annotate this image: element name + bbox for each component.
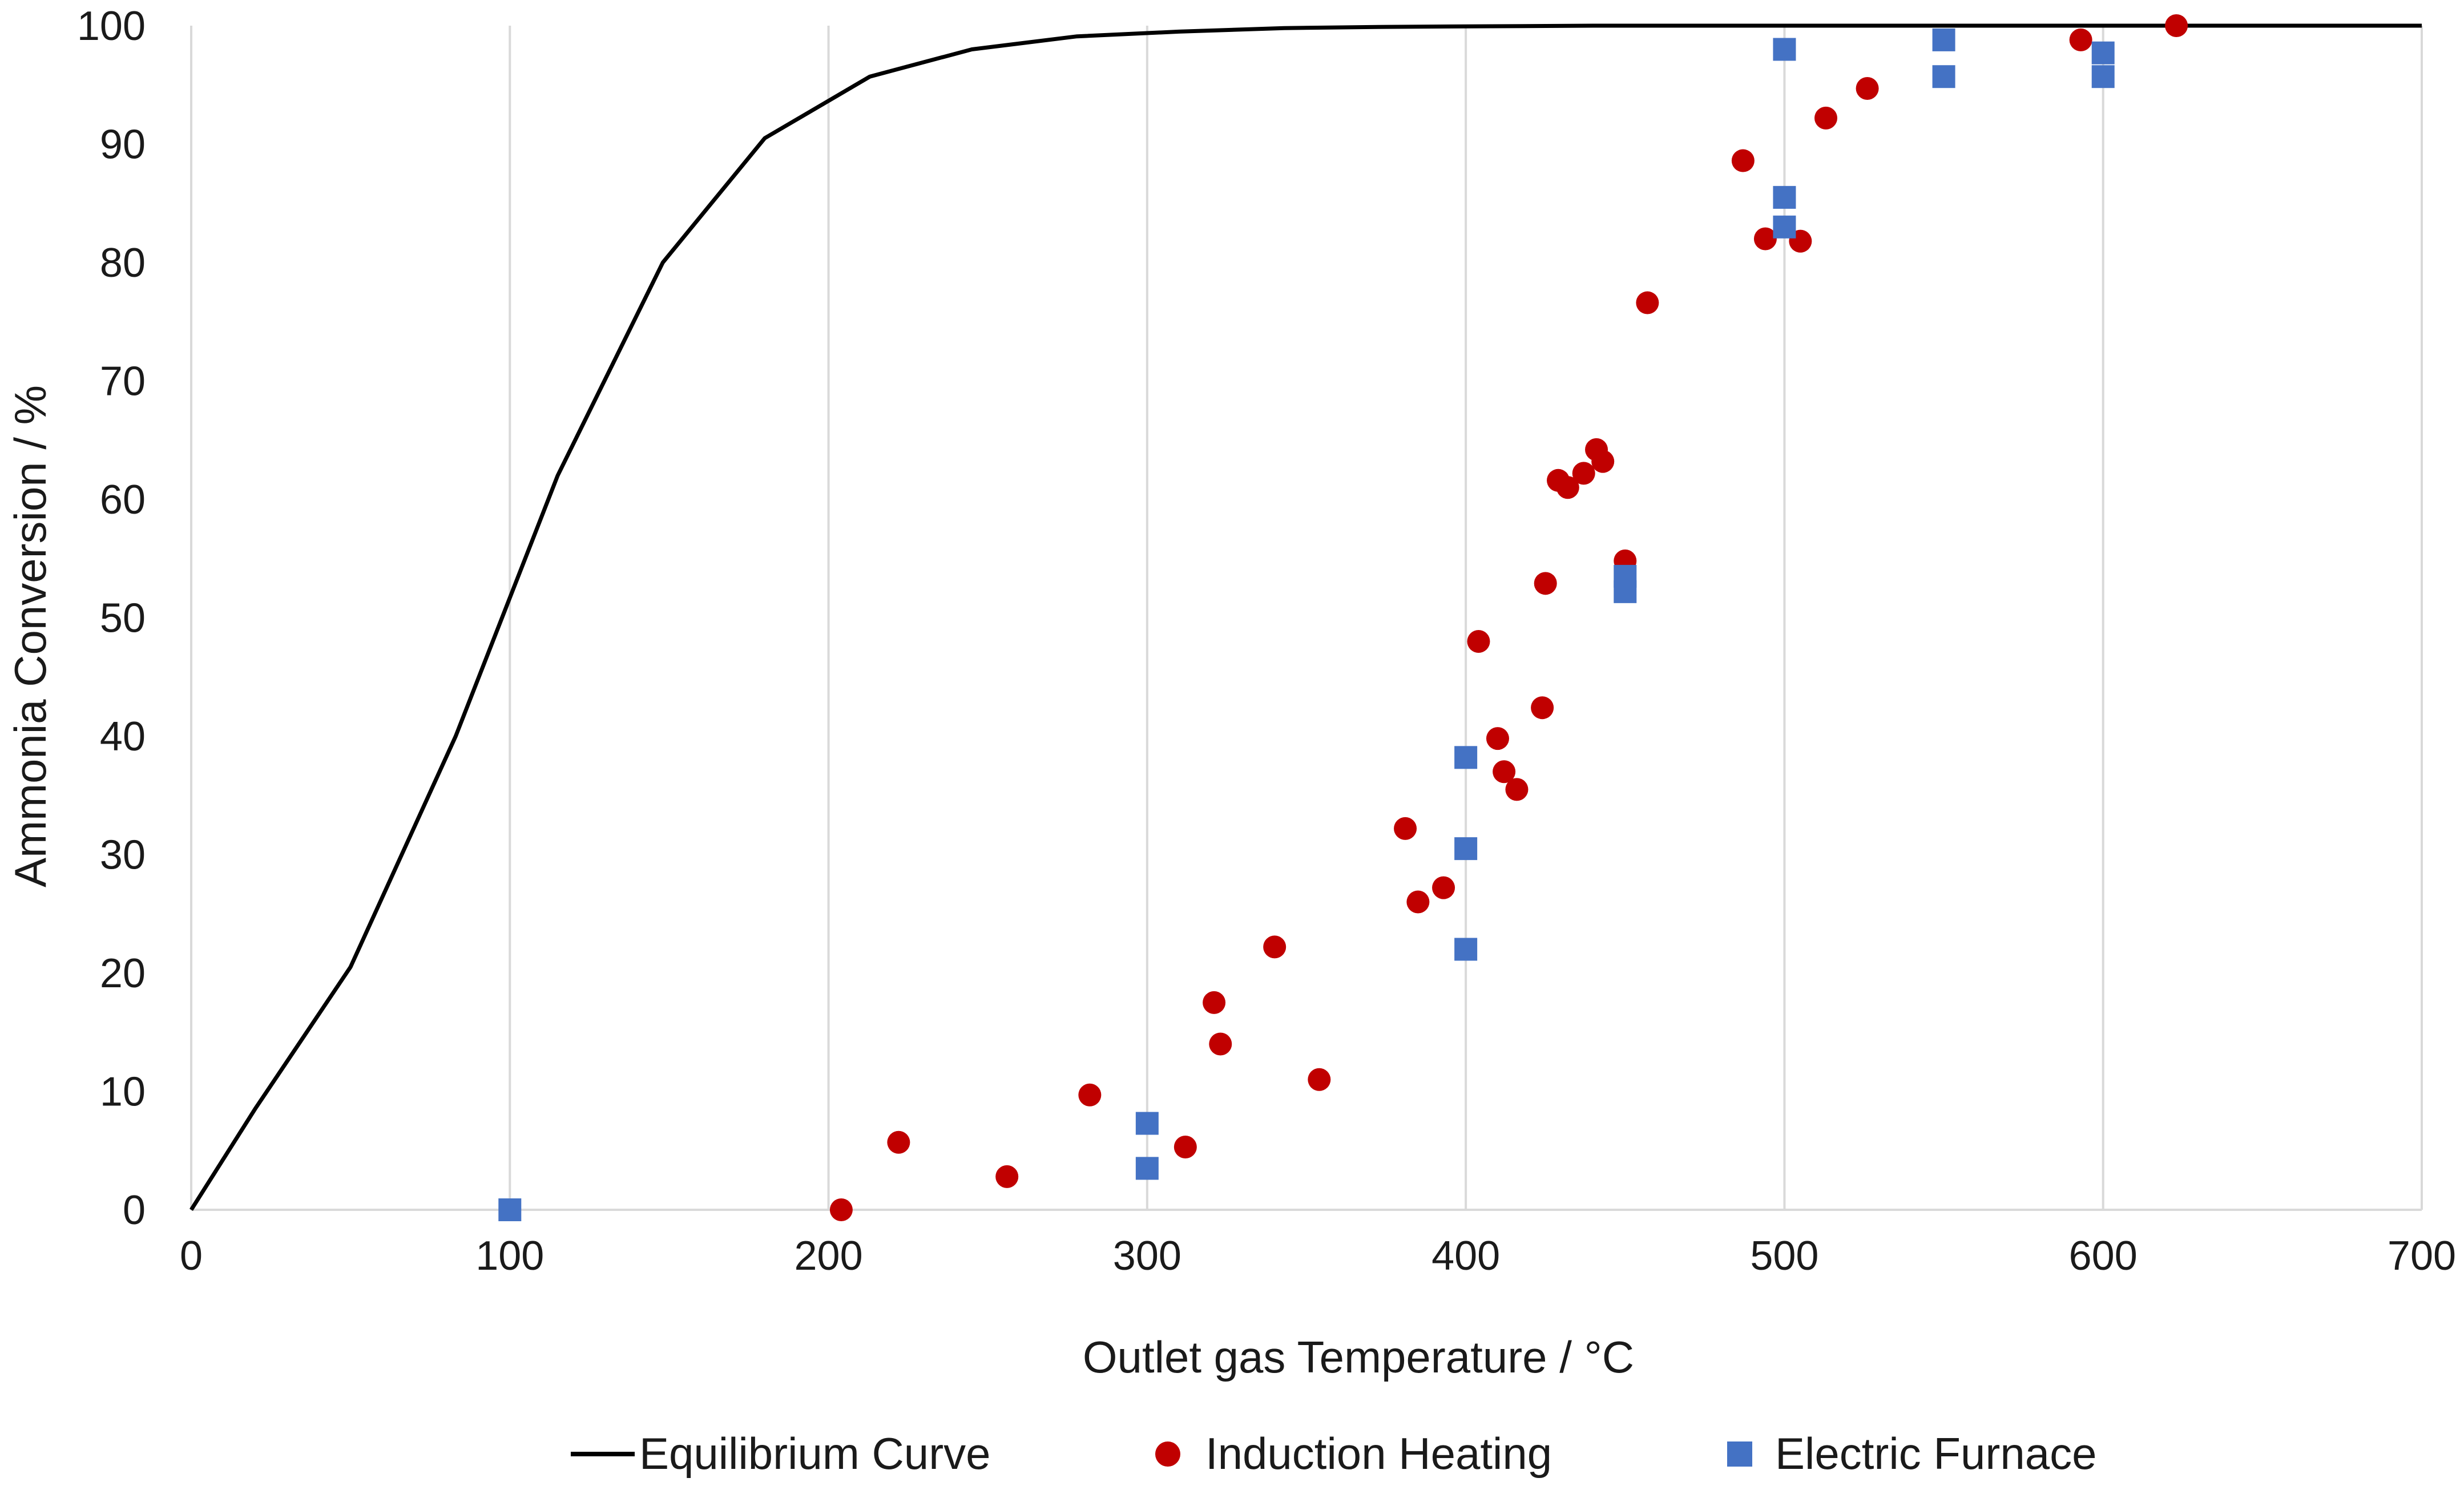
point-induction-heating-6 (1209, 1032, 1232, 1056)
point-induction-heating-19 (1556, 476, 1579, 499)
label-layer: 0 100 200 300 400 500 600 700 0 10 20 30 40 50 60 70 80 9… (77, 3, 2456, 1279)
axis-layer (190, 26, 2422, 1211)
point-electric-furnace-9 (1773, 185, 1796, 209)
y-tick-label-60: 60 (100, 477, 146, 523)
point-electric-furnace-1 (1135, 1157, 1159, 1180)
point-induction-heating-30 (2069, 28, 2092, 51)
legend: Equilibrium Curve Induction Heating Elec… (571, 1428, 2097, 1479)
x-tick-label-0: 0 (180, 1233, 203, 1279)
point-induction-heating-12 (1467, 630, 1490, 653)
point-electric-furnace-0 (498, 1198, 522, 1221)
legend-label-induction-heating: Induction Heating (1205, 1428, 1552, 1479)
point-electric-furnace-7 (1614, 564, 1637, 588)
point-electric-furnace-4 (1454, 837, 1478, 861)
legend-label-electric-furnace: Electric Furnace (1775, 1428, 2097, 1479)
point-induction-heating-3 (1078, 1083, 1102, 1107)
point-induction-heating-22 (1591, 450, 1615, 473)
point-electric-furnace-8 (1773, 38, 1796, 61)
point-induction-heating-16 (1531, 696, 1554, 720)
point-induction-heating-13 (1486, 727, 1509, 750)
y-axis-title: Ammonia Conversion / % (5, 385, 55, 887)
legend-swatch-induction-heating (1155, 1441, 1180, 1467)
y-tick-label-80: 80 (100, 240, 146, 286)
y-tick-label-100: 100 (77, 3, 146, 49)
point-induction-heating-4 (1173, 1136, 1197, 1159)
x-tick-label-400: 400 (1431, 1233, 1500, 1279)
point-electric-furnace-10 (1773, 215, 1796, 239)
point-electric-furnace-5 (1454, 746, 1478, 769)
x-axis-title: Outlet gas Temperature / °C (1083, 1332, 1634, 1382)
point-induction-heating-26 (1753, 227, 1777, 251)
grid-layer (509, 26, 2423, 1210)
point-electric-furnace-2 (1135, 1112, 1159, 1135)
point-induction-heating-9 (1394, 817, 1417, 840)
point-induction-heating-15 (1505, 778, 1529, 801)
x-tick-label-500: 500 (1750, 1233, 1818, 1279)
point-electric-furnace-13 (2091, 41, 2115, 64)
point-induction-heating-14 (1493, 760, 1516, 784)
x-tick-label-100: 100 (475, 1233, 544, 1279)
point-induction-heating-31 (2165, 14, 2188, 37)
point-induction-heating-28 (1814, 106, 1838, 130)
series-line-equilibrium-curve (189, 23, 2422, 1211)
point-induction-heating-24 (1636, 291, 1659, 314)
y-tick-label-90: 90 (100, 122, 146, 168)
legend-label-equilibrium-curve: Equilibrium Curve (639, 1428, 991, 1479)
y-tick-label-50: 50 (100, 596, 146, 641)
series-layer (189, 14, 2422, 1221)
point-electric-furnace-14 (2091, 65, 2115, 88)
y-tick-label-0: 0 (123, 1188, 146, 1233)
point-induction-heating-29 (1856, 76, 1879, 100)
point-induction-heating-25 (1731, 149, 1755, 172)
y-tick-label-30: 30 (100, 833, 146, 878)
point-electric-furnace-11 (1932, 28, 1955, 51)
point-induction-heating-1 (887, 1130, 910, 1154)
x-tick-label-700: 700 (2388, 1233, 2456, 1279)
point-induction-heating-7 (1263, 935, 1287, 959)
y-tick-label-10: 10 (100, 1069, 146, 1115)
point-electric-furnace-3 (1454, 938, 1478, 961)
point-electric-furnace-12 (1932, 65, 1955, 88)
point-induction-heating-8 (1308, 1068, 1331, 1091)
point-induction-heating-2 (995, 1165, 1019, 1188)
x-tick-label-300: 300 (1113, 1233, 1181, 1279)
point-induction-heating-5 (1203, 991, 1226, 1014)
legend-swatch-electric-furnace (1727, 1441, 1752, 1467)
point-induction-heating-17 (1534, 572, 1557, 595)
point-induction-heating-20 (1572, 462, 1595, 485)
y-tick-label-70: 70 (100, 359, 146, 405)
point-induction-heating-0 (829, 1198, 853, 1221)
point-induction-heating-11 (1432, 876, 1455, 899)
x-tick-label-200: 200 (795, 1233, 863, 1279)
x-tick-label-600: 600 (2069, 1233, 2138, 1279)
y-tick-label-40: 40 (100, 714, 146, 760)
y-tick-label-20: 20 (100, 951, 146, 996)
point-induction-heating-10 (1406, 890, 1430, 914)
